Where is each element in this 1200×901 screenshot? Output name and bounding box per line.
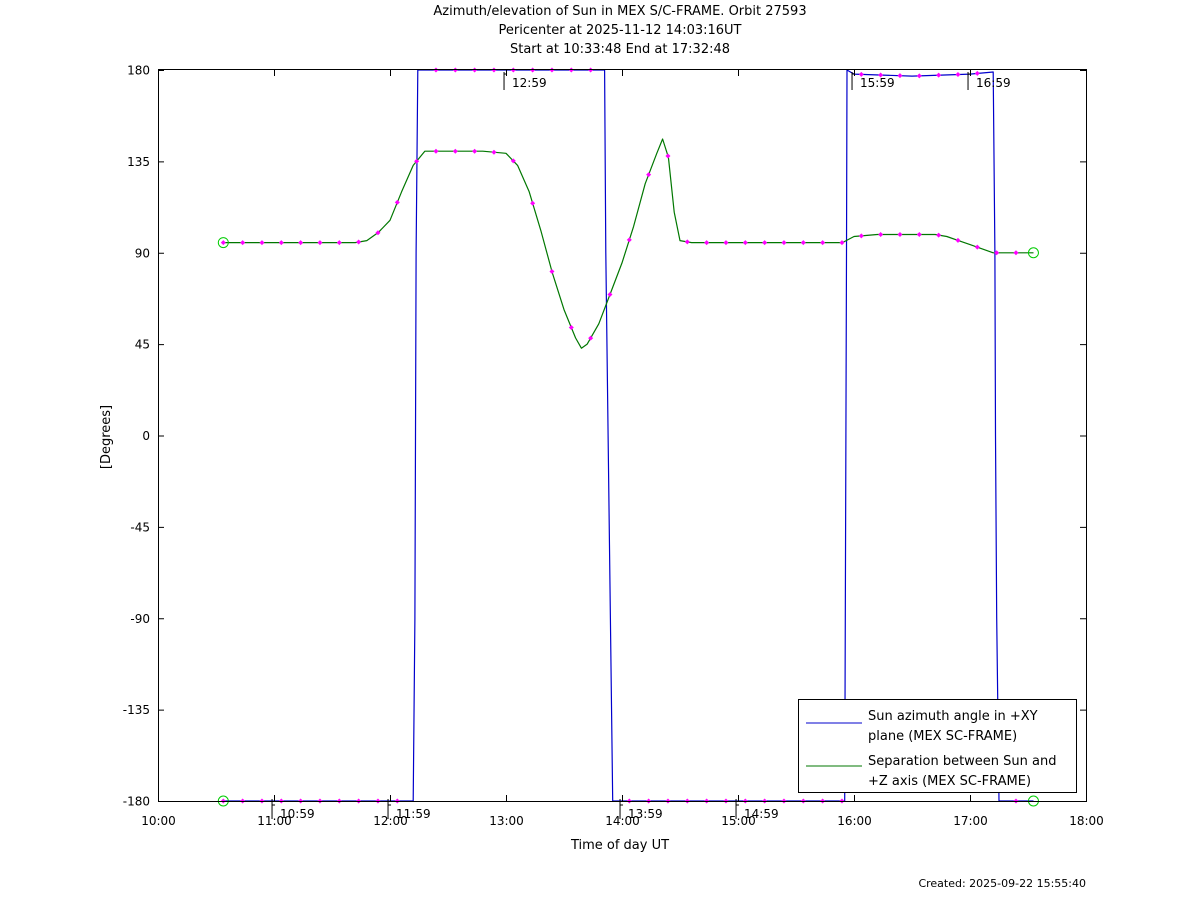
data-point-marker xyxy=(394,199,400,205)
data-point-marker xyxy=(414,158,420,164)
data-point-marker xyxy=(278,240,284,246)
chart-title-line-2: Pericenter at 2025-11-12 14:03:16UT xyxy=(498,23,742,38)
data-point-marker xyxy=(259,240,265,246)
x-axis-label: Time of day UT xyxy=(570,838,669,853)
data-point-marker xyxy=(897,73,903,79)
endpoint-marker xyxy=(1027,247,1039,259)
data-point-marker xyxy=(684,239,690,245)
x-tick-label: 15:00 xyxy=(721,814,756,828)
y-tick-label: 0 xyxy=(142,429,150,443)
x-tick-label: 16:00 xyxy=(837,814,872,828)
x-tick-label: 12:00 xyxy=(373,814,408,828)
legend-box xyxy=(798,699,1077,793)
hour-marker-label: 11:59 xyxy=(396,807,431,821)
data-point-marker xyxy=(356,239,362,245)
y-tick-label: 180 xyxy=(127,64,150,78)
data-point-marker xyxy=(704,240,710,246)
y-tick-label: 45 xyxy=(135,338,150,352)
azimuth-series-line xyxy=(223,69,1034,802)
legend-label-separation-2: +Z axis (MEX SC-FRAME) xyxy=(868,774,1031,789)
hour-marker-label: 13:59 xyxy=(628,807,663,821)
data-point-marker xyxy=(472,148,478,154)
data-point-marker xyxy=(936,232,942,238)
data-point-marker xyxy=(317,240,323,246)
data-point-marker xyxy=(916,231,922,237)
legend-label-azimuth-1: Sun azimuth angle in +XY xyxy=(868,709,1038,724)
data-point-marker xyxy=(1013,250,1019,256)
plot-frame xyxy=(158,69,1087,802)
data-point-marker xyxy=(974,70,980,76)
axes-layer: 10:00 11:00 12:00 13:00 14:00 15:00 16:00 17:00… xyxy=(123,64,1104,829)
markers-layer xyxy=(217,67,1039,807)
data-point-marker xyxy=(839,240,845,246)
data-point-marker xyxy=(742,240,748,246)
y-tick-label: -90 xyxy=(130,612,150,626)
y-tick-label: -45 xyxy=(130,520,150,534)
chart-title-line-1: Azimuth/elevation of Sun in MEX S/C-FRAM… xyxy=(433,4,807,19)
hour-marker-label: 14:59 xyxy=(744,807,779,821)
data-point-marker xyxy=(626,237,632,243)
data-point-marker xyxy=(568,325,574,331)
data-point-marker xyxy=(858,233,864,239)
y-tick-label: 135 xyxy=(127,155,150,169)
hour-marker-label: 16:59 xyxy=(976,76,1011,90)
legend-label-separation-1: Separation between Sun and xyxy=(868,754,1056,769)
y-axis-label: [Degrees] xyxy=(99,405,114,469)
data-point-marker xyxy=(955,237,961,243)
data-point-marker xyxy=(878,72,884,78)
x-tick-label: 10:00 xyxy=(141,814,176,828)
data-point-marker xyxy=(897,231,903,237)
data-point-marker xyxy=(858,71,864,77)
endpoint-marker xyxy=(217,237,229,249)
data-point-marker xyxy=(878,231,884,237)
legend-label-azimuth-2: plane (MEX SC-FRAME) xyxy=(868,729,1017,744)
data-point-marker xyxy=(936,72,942,78)
series-layer xyxy=(223,69,1034,802)
data-point-marker xyxy=(336,240,342,246)
data-point-marker xyxy=(955,71,961,77)
data-point-marker xyxy=(974,244,980,250)
data-point-marker xyxy=(994,250,1000,256)
data-point-marker xyxy=(820,240,826,246)
data-point-marker xyxy=(433,148,439,154)
hour-marker-label: 12:59 xyxy=(512,76,547,90)
created-timestamp: Created: 2025-09-22 15:55:40 xyxy=(918,877,1086,890)
x-tick-label: 18:00 xyxy=(1069,814,1104,828)
data-point-marker xyxy=(452,148,458,154)
data-point-marker xyxy=(607,291,613,297)
x-tick-label: 17:00 xyxy=(953,814,988,828)
x-tick-label: 14:00 xyxy=(605,814,640,828)
data-point-marker xyxy=(375,230,381,236)
data-point-marker xyxy=(298,240,304,246)
data-point-marker xyxy=(530,200,536,206)
data-point-marker xyxy=(800,240,806,246)
data-point-marker xyxy=(240,240,246,246)
hour-marker-label: 10:59 xyxy=(280,807,315,821)
data-point-marker xyxy=(762,240,768,246)
data-point-marker xyxy=(646,172,652,178)
data-point-marker xyxy=(549,268,555,274)
x-tick-label: 11:00 xyxy=(257,814,292,828)
data-point-marker xyxy=(723,240,729,246)
data-point-marker xyxy=(510,158,516,164)
data-point-marker xyxy=(781,240,787,246)
hour-marker-label: 15:59 xyxy=(860,76,895,90)
data-point-marker xyxy=(916,73,922,79)
data-point-marker xyxy=(588,335,594,341)
y-tick-label: 90 xyxy=(135,246,150,260)
legend: Sun azimuth angle in +XY plane (MEX SC-F… xyxy=(798,699,1077,793)
data-point-marker xyxy=(491,149,497,155)
x-tick-label: 13:00 xyxy=(489,814,524,828)
chart-title-line-3: Start at 10:33:48 End at 17:32:48 xyxy=(509,42,731,57)
data-point-marker xyxy=(220,240,226,246)
y-tick-label: -135 xyxy=(123,703,150,717)
separation-series-line xyxy=(223,138,1034,349)
y-tick-label: -180 xyxy=(123,795,150,809)
data-point-marker xyxy=(665,153,671,159)
